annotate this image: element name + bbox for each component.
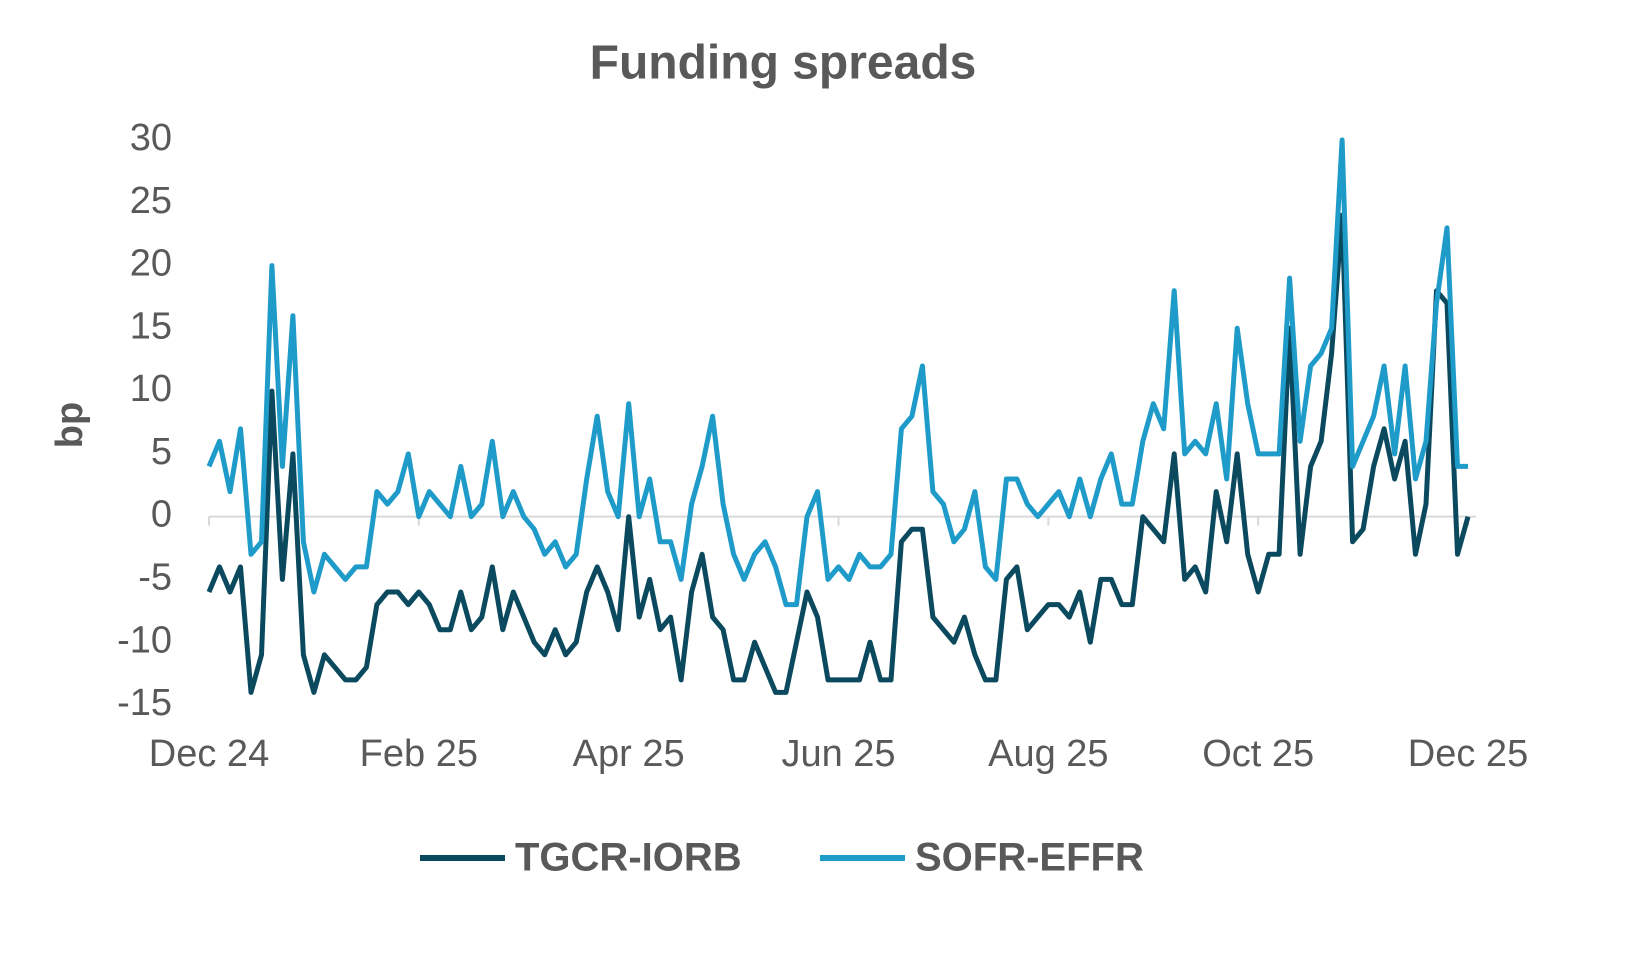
y-tick-label: -5 [138,556,172,598]
y-tick-label: 20 [130,243,172,285]
y-tick-label: 25 [130,180,172,222]
x-tick-label: Aug 25 [988,733,1108,775]
x-tick-label: Dec 24 [149,733,269,775]
legend-label: TGCR-IORB [515,836,742,880]
x-tick-label: Dec 25 [1408,733,1528,775]
x-tick-label: Oct 25 [1202,733,1314,775]
y-tick-label: -10 [117,619,172,661]
y-tick-label: 10 [130,368,172,410]
x-tick-label: Jun 25 [781,733,895,775]
y-tick-label: 0 [151,494,172,536]
y-tick-label: 15 [130,305,172,347]
y-axis-label: bp [49,402,91,448]
x-tick-label: Apr 25 [573,733,685,775]
y-tick-label: 5 [151,431,172,473]
series-line [206,137,1468,608]
x-tick-label: Feb 25 [360,733,478,775]
y-tick-label: 30 [130,117,172,159]
chart-title: Funding spreads [590,37,977,90]
series-line [206,212,1471,695]
y-tick-label: -15 [117,682,172,724]
legend-label: SOFR-EFFR [915,836,1144,880]
